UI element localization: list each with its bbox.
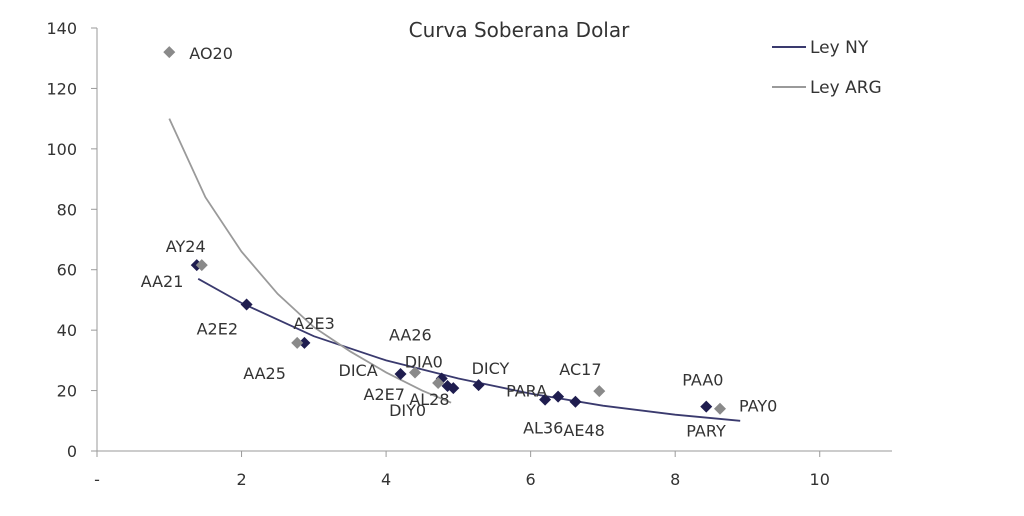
point-label-ay24: AY24 xyxy=(166,237,206,256)
point-label-a2e2: A2E2 xyxy=(197,320,238,339)
data-point-ley-ny xyxy=(569,395,582,408)
data-points xyxy=(163,46,726,415)
data-point-ley-ny xyxy=(447,382,460,395)
y-tick-label: 80 xyxy=(57,200,77,219)
point-label-ae48: AE48 xyxy=(563,421,604,440)
y-tick-label: 40 xyxy=(57,321,77,340)
data-point-ley-ny xyxy=(394,367,407,380)
x-tick-label: 4 xyxy=(381,470,391,489)
data-point-ley-ny xyxy=(298,336,311,349)
legend: Ley NY Ley ARG xyxy=(772,38,882,98)
chart-title: Curva Soberana Dolar xyxy=(409,18,630,42)
point-label-ao20: AO20 xyxy=(189,44,233,63)
y-tick-label: 100 xyxy=(46,140,77,159)
data-point-ley-ny xyxy=(240,298,253,311)
legend-label-ley-arg: Ley ARG xyxy=(810,78,882,98)
y-ticks: 0 20 40 60 80 100 120 140 xyxy=(46,19,97,461)
point-label-al28: AL28 xyxy=(409,390,449,409)
point-label-pary: PARY xyxy=(686,422,726,441)
data-point-ley-ny xyxy=(552,390,565,403)
x-tick-label: 8 xyxy=(670,470,680,489)
data-point-ley-arg xyxy=(432,377,445,390)
y-tick-label: 60 xyxy=(57,261,77,280)
x-tick-label: - xyxy=(94,470,100,489)
point-label-a2e7: A2E7 xyxy=(364,385,405,404)
point-label-aa25: AA25 xyxy=(243,364,286,383)
y-tick-label: 120 xyxy=(46,79,77,98)
data-point-ley-arg xyxy=(713,402,726,415)
data-point-ley-arg xyxy=(409,366,421,379)
point-label-al36: AL36 xyxy=(523,419,563,438)
point-label-aa26: AA26 xyxy=(389,325,432,344)
data-point-ley-arg xyxy=(163,46,176,59)
y-tick-label: 0 xyxy=(67,442,77,461)
data-point-ley-arg xyxy=(291,336,304,349)
data-point-ley-ny xyxy=(539,393,552,406)
point-label-dica: DICA xyxy=(339,361,378,380)
point-label-para: PARA xyxy=(506,382,547,401)
point-label-dicy: DICY xyxy=(472,359,510,378)
trendlines xyxy=(168,118,741,422)
data-point-ley-arg xyxy=(195,259,208,272)
data-point-ley-ny xyxy=(700,400,713,413)
trendline-ley-ny xyxy=(197,278,741,422)
point-label-ac17: AC17 xyxy=(559,360,601,379)
point-label-a2e3: A2E3 xyxy=(293,314,334,333)
x-ticks: - 2 4 6 8 10 xyxy=(94,451,830,489)
point-label-diy0: DIY0 xyxy=(389,401,426,420)
y-tick-label: 20 xyxy=(57,382,77,401)
x-tick-label: 2 xyxy=(236,470,246,489)
point-label-dia0: DIA0 xyxy=(405,353,443,372)
x-tick-label: 10 xyxy=(810,470,830,489)
point-label-paa0: PAA0 xyxy=(682,371,723,390)
legend-label-ley-ny: Ley NY xyxy=(810,38,869,58)
x-tick-label: 6 xyxy=(526,470,536,489)
y-tick-label: 140 xyxy=(46,19,77,38)
point-label-pay0: PAY0 xyxy=(739,397,777,416)
data-point-ley-arg xyxy=(593,385,606,398)
point-labels: AO20 AY24 AA21 A2E2 A2E3 AA25 AA26 DICA A2E7DIA0… xyxy=(141,44,778,440)
data-point-ley-ny xyxy=(472,379,485,392)
point-label-aa21: AA21 xyxy=(141,272,184,291)
trendline-ley-arg xyxy=(168,118,452,404)
